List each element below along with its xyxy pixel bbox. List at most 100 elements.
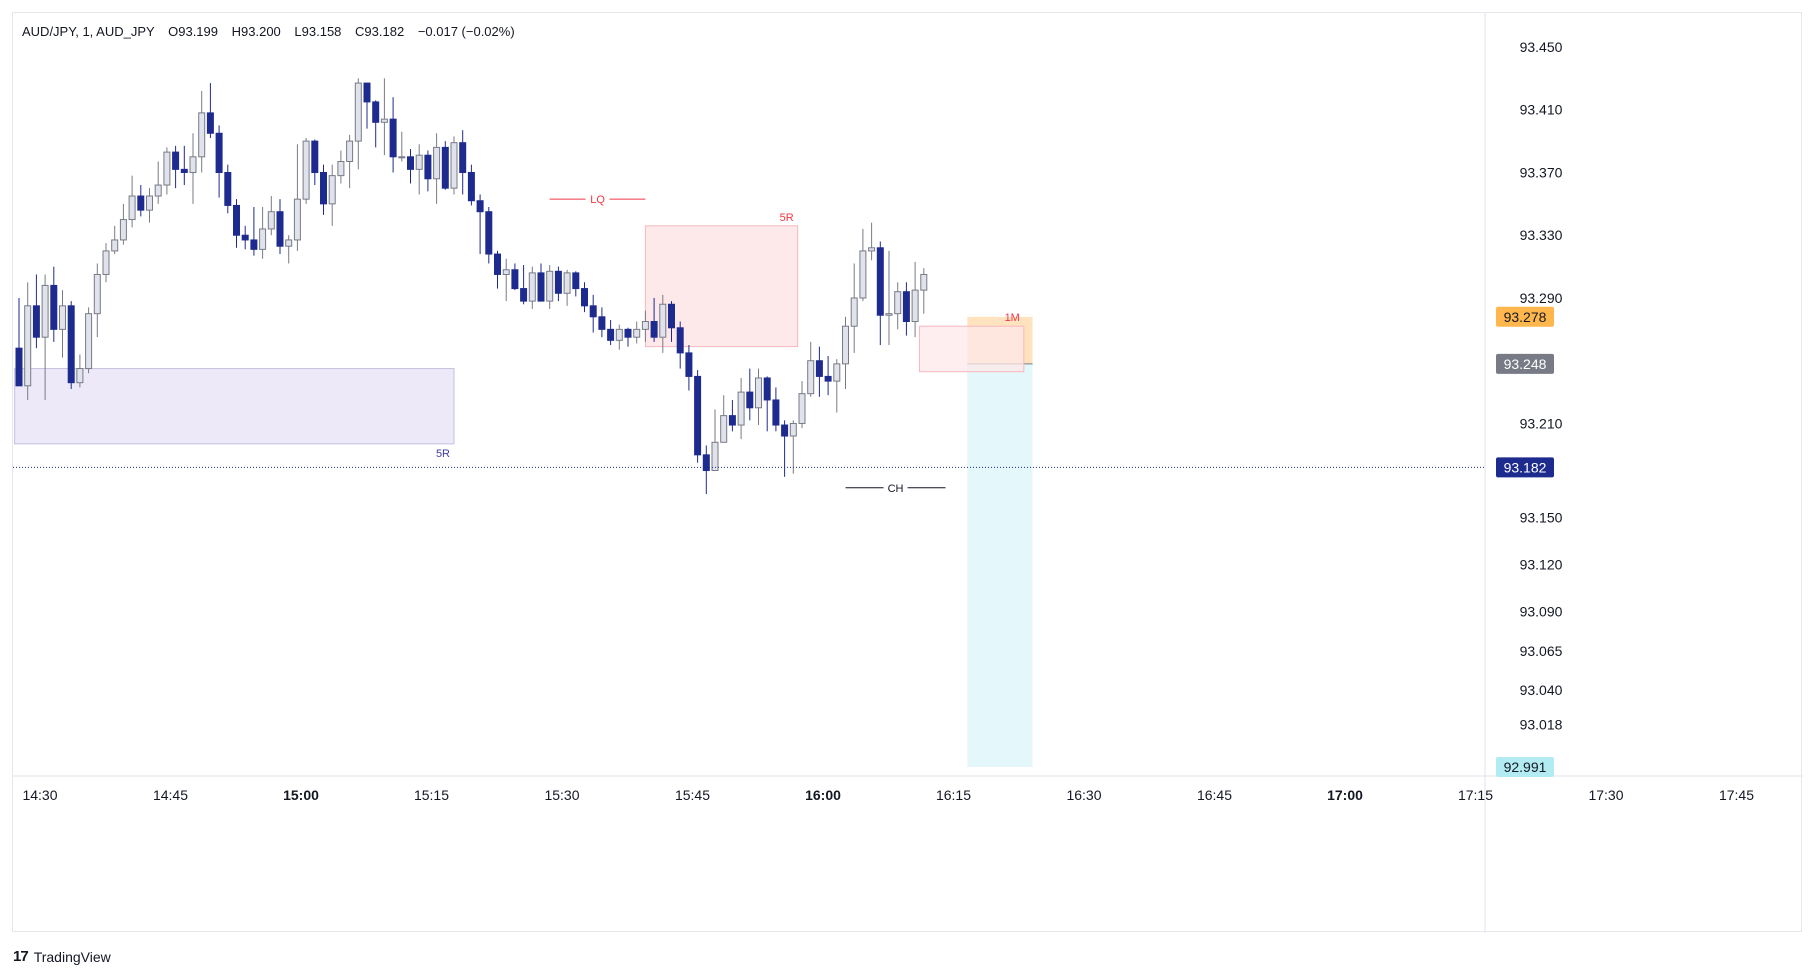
x-tick-label-9: 16:45: [1197, 787, 1232, 803]
candle-body-11: [111, 239, 119, 252]
candle-body-101: [894, 291, 902, 315]
candle-body-68: [607, 328, 615, 341]
candle-body-73: [650, 321, 658, 338]
position-target-area: [967, 363, 1033, 767]
candle-body-94: [833, 363, 841, 382]
candle-body-15: [146, 195, 153, 211]
candle-body-10: [102, 250, 110, 275]
zone-box-2: [918, 325, 1025, 373]
candle-body-22: [206, 112, 214, 134]
price-tag-bg-1: [1496, 353, 1554, 374]
candle-body-3: [41, 284, 49, 338]
candle-body-38: [346, 140, 354, 163]
candle-body-89: [789, 422, 797, 437]
candle-body-95: [842, 325, 849, 365]
candle-body-80: [711, 441, 719, 472]
candle-body-51: [459, 142, 467, 173]
candle-body-55: [494, 253, 501, 275]
zone-label-0: 5R: [436, 448, 450, 460]
x-tick-label-4: 15:30: [544, 787, 579, 803]
candle-body-41: [372, 101, 380, 123]
candle-body-48: [433, 146, 441, 180]
y-tick-label-4: 93.290: [1520, 290, 1563, 306]
x-tick-label-8: 16:30: [1066, 787, 1101, 803]
candle-body-85: [755, 377, 762, 409]
y-tick-label-5: 93.210: [1520, 415, 1563, 431]
x-tick-label-1: 14:45: [153, 787, 188, 803]
candle-body-82: [728, 415, 736, 426]
x-tick-label-2: 15:00: [283, 787, 319, 803]
candle-body-77: [685, 352, 693, 377]
x-tick-label-7: 16:15: [936, 787, 971, 803]
candle-body-75: [668, 303, 675, 329]
price-tag-label-0: 93.278: [1504, 309, 1547, 325]
candle-body-81: [720, 415, 728, 443]
candle-body-20: [189, 156, 197, 173]
candle-body-78: [694, 375, 702, 456]
y-tick-label-1: 93.410: [1520, 102, 1563, 118]
legend-close-label: C: [355, 24, 365, 39]
candle-body-93: [824, 375, 832, 382]
y-tick-label-2: 93.370: [1520, 164, 1563, 180]
y-tick-label-0: 93.450: [1520, 39, 1563, 55]
candle-body-99: [876, 247, 884, 316]
candle-body-43: [389, 118, 397, 158]
candle-body-96: [850, 297, 858, 327]
candle-body-24: [224, 171, 232, 206]
candle-body-0: [15, 347, 23, 387]
chart-frame[interactable]: 5R 5R 1M LQ CH 93.450 93.410 93.370 93.330 93.2…: [12, 12, 1803, 933]
candle-body-92: [815, 360, 823, 377]
candle-body-19: [180, 168, 188, 173]
candle-body-33: [302, 140, 310, 200]
legend-open-label: O: [168, 24, 179, 39]
candle-body-59: [528, 272, 536, 302]
candle-body-66: [589, 305, 597, 318]
candle-body-54: [485, 211, 493, 255]
candle-body-47: [424, 154, 432, 180]
candle-body-36: [328, 175, 336, 205]
candle-body-40: [363, 82, 371, 103]
tradingview-brand[interactable]: 17 TradingView: [13, 948, 111, 965]
legend-symbol[interactable]: AUD/JPY, 1, AUD_JPY: [22, 24, 155, 39]
candle-body-100: [885, 313, 893, 316]
candle-body-67: [598, 316, 606, 330]
candle-body-61: [546, 270, 554, 302]
x-tick-label-13: 17:45: [1719, 787, 1754, 803]
candle-body-8: [85, 313, 93, 370]
y-tick-label-8: 93.090: [1520, 604, 1563, 620]
y-tick-label-3: 93.330: [1520, 227, 1563, 243]
candle-body-14: [137, 195, 145, 211]
candle-body-102: [902, 291, 910, 323]
candle-body-17: [163, 151, 171, 186]
candle-body-74: [659, 303, 667, 338]
annotation-label-1: CH: [888, 483, 904, 495]
candle-body-35: [320, 171, 327, 205]
candle-body-56: [502, 269, 510, 275]
candle-body-23: [215, 132, 223, 173]
legend-high: 93.200: [241, 24, 281, 39]
candle-body-49: [441, 146, 449, 189]
candle-body-72: [641, 321, 649, 330]
candle-body-5: [59, 305, 66, 330]
price-tag-bg-3: [1496, 757, 1554, 777]
candle-body-58: [520, 288, 528, 302]
y-tick-label-9: 93.065: [1520, 643, 1563, 659]
candle-body-13: [128, 195, 136, 221]
candle-body-28: [259, 228, 267, 250]
zone-box-0: [14, 368, 455, 445]
y-tick-label-11: 93.018: [1520, 717, 1563, 733]
candle-body-70: [624, 328, 632, 338]
candle-body-69: [615, 328, 623, 341]
x-tick-label-6: 16:00: [805, 787, 841, 803]
zone-box-1: [644, 225, 799, 348]
y-tick-label-7: 93.120: [1520, 557, 1563, 573]
candle-body-91: [807, 360, 815, 395]
candle-body-25: [233, 204, 240, 236]
candle-body-60: [537, 272, 545, 302]
price-tag-label-2: 93.182: [1504, 459, 1547, 475]
candle-body-9: [93, 273, 101, 315]
candle-body-52: [467, 171, 475, 202]
candle-body-7: [76, 368, 84, 384]
candle-body-4: [50, 284, 58, 330]
